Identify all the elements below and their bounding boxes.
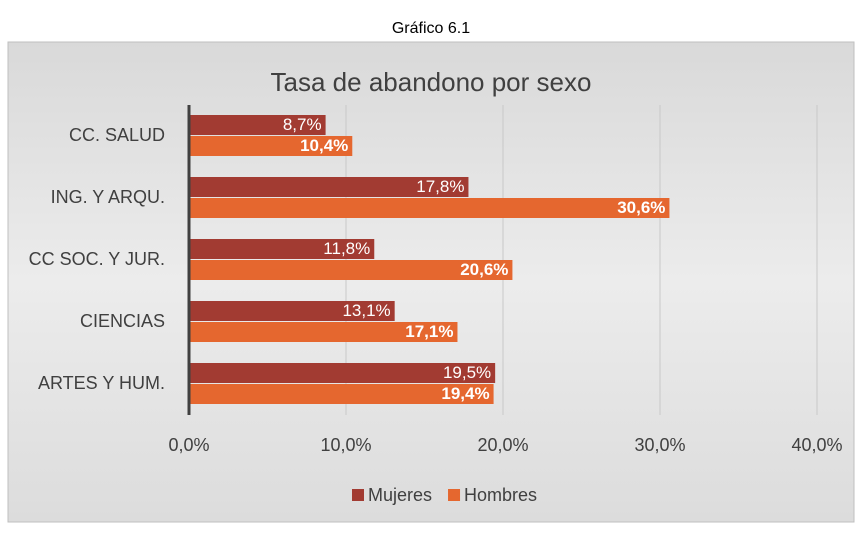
legend-swatch xyxy=(448,489,461,501)
value-label: 17,8% xyxy=(416,177,464,196)
legend-swatch xyxy=(352,489,364,501)
value-label: 10,4% xyxy=(300,136,348,155)
value-label: 13,1% xyxy=(342,301,390,320)
value-label: 17,1% xyxy=(405,322,453,341)
chart-title: Tasa de abandono por sexo xyxy=(271,67,592,97)
x-tick-label: 40,0% xyxy=(791,435,842,455)
y-tick-label: CIENCIAS xyxy=(80,311,165,331)
x-tick-label: 20,0% xyxy=(477,435,528,455)
value-label: 30,6% xyxy=(617,198,665,217)
value-label: 19,5% xyxy=(443,363,491,382)
y-tick-label: CC SOC. Y JUR. xyxy=(29,249,165,269)
bar xyxy=(189,177,469,197)
chart-background xyxy=(7,41,855,523)
y-tick-label: ING. Y ARQU. xyxy=(51,187,165,207)
caption: Gráfico 6.1 xyxy=(392,20,470,37)
bar xyxy=(189,136,353,156)
bar xyxy=(189,198,670,218)
bar xyxy=(189,239,375,259)
bar xyxy=(189,384,494,404)
bar xyxy=(189,115,326,135)
bar xyxy=(189,322,458,342)
x-tick-label: 30,0% xyxy=(634,435,685,455)
x-tick-label: 10,0% xyxy=(320,435,371,455)
value-label: 20,6% xyxy=(460,260,508,279)
x-tick-label: 0,0% xyxy=(168,435,209,455)
y-tick-label: ARTES Y HUM. xyxy=(38,373,165,393)
legend-label: Mujeres xyxy=(368,485,432,505)
plot: 0,0% 10,0% 20,0% 30,0% 40,0% CC. SALUD 8,7% 10,… xyxy=(29,105,843,505)
value-label: 19,4% xyxy=(441,384,489,403)
legend-label: Hombres xyxy=(464,485,537,505)
bar xyxy=(189,363,496,383)
bar xyxy=(189,301,395,321)
bar xyxy=(189,260,513,280)
value-label: 8,7% xyxy=(283,115,322,134)
value-label: 11,8% xyxy=(323,239,370,258)
y-tick-label: CC. SALUD xyxy=(69,125,165,145)
